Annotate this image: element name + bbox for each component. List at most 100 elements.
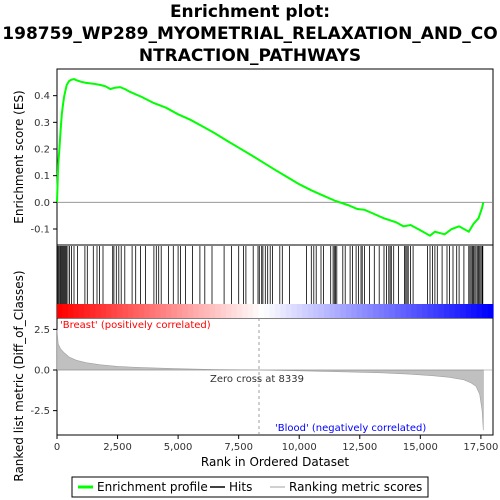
rank-strip-segment — [176, 304, 183, 318]
es-y-tick-label: 0.0 — [34, 198, 50, 209]
rank-strip-segment — [62, 304, 69, 318]
rank-strip-segment — [394, 304, 401, 318]
es-y-tick-label: 0.3 — [34, 118, 50, 129]
rank-strip-segment — [57, 304, 63, 318]
positive-class-label: 'Breast' (positively correlated) — [60, 320, 211, 331]
rank-strip-segment — [225, 304, 232, 318]
x-tick-label: 10,000 — [282, 442, 317, 453]
rank-strip-segment — [422, 304, 429, 318]
negative-class-label: 'Blood' (negatively correlated) — [275, 423, 426, 434]
legend-hits-label: Hits — [229, 480, 252, 494]
rank-strip-segment — [171, 304, 178, 318]
rank-strip-segment — [438, 304, 445, 318]
x-axis-label: Rank in Ordered Dataset — [201, 455, 349, 469]
rank-strip-segment — [215, 304, 222, 318]
rank-strip-segment — [487, 304, 494, 318]
rank-strip-segment — [106, 304, 112, 318]
es-panel-frame — [56, 68, 494, 246]
rank-strip-segment — [149, 304, 156, 318]
rank-strip-segment — [253, 304, 260, 318]
rank-strip-segment — [324, 304, 331, 318]
x-tick-label: 17,500 — [463, 442, 498, 453]
rank-strip-segment — [78, 304, 85, 318]
rank-strip-segment — [204, 304, 211, 318]
rank-strip-segment — [427, 304, 434, 318]
rank-strip-segment — [220, 304, 227, 318]
rank-strip-segment — [471, 304, 478, 318]
rank-strip-segment — [231, 304, 238, 318]
rank-strip-segment — [433, 304, 440, 318]
rank-strip-segment — [89, 304, 96, 318]
es-y-tick-label: -0.1 — [30, 225, 50, 236]
rank-strip-segment — [345, 304, 352, 318]
es-y-axis-label: Enrichment score (ES) — [12, 90, 26, 223]
rank-strip-segment — [340, 304, 347, 318]
rank-strip-segment — [247, 304, 254, 318]
rank-strip-segment — [160, 304, 167, 318]
rank-strip-segment — [384, 304, 390, 318]
rank-strip-segment — [454, 304, 461, 318]
rank-strip-segment — [400, 304, 407, 318]
rank-strip-segment — [291, 304, 298, 318]
rank-color-strip — [57, 304, 494, 318]
metric-area — [56, 329, 484, 431]
rank-strip-segment — [329, 304, 336, 318]
rank-strip-segment — [111, 304, 118, 318]
rank-strip-segment — [307, 304, 314, 318]
rank-strip-segment — [476, 304, 483, 318]
es-y-tick-label: 0.1 — [34, 171, 50, 182]
rank-strip-segment — [155, 304, 162, 318]
metric-y-tick-label: 2.5 — [34, 325, 50, 336]
x-tick-label: 15,000 — [403, 442, 438, 453]
rank-strip-segment — [411, 304, 418, 318]
rank-strip-segment — [144, 304, 151, 318]
es-y-tick-label: 0.2 — [34, 145, 50, 156]
rank-strip-segment — [449, 304, 456, 318]
rank-strip-segment — [127, 304, 134, 318]
legend-es-label: Enrichment profile — [97, 480, 208, 494]
x-tick-label: 12,500 — [342, 442, 377, 453]
rank-strip-segment — [373, 304, 380, 318]
rank-strip-segment — [138, 304, 145, 318]
rank-strip-segment — [95, 304, 102, 318]
chart-title-line-1: Enrichment plot: — [170, 2, 330, 22]
rank-strip-segment — [209, 304, 216, 318]
rank-strip-segment — [302, 304, 309, 318]
rank-strip-segment — [100, 304, 107, 318]
rank-strip-segment — [296, 304, 303, 318]
chart-title-line-2: 198759_WP289_MYOMETRIAL_RELAXATION_AND_C… — [2, 24, 497, 44]
legend-box — [71, 476, 429, 498]
rank-strip-segment — [285, 304, 292, 318]
rank-strip-segment — [313, 304, 320, 318]
x-tick-label: 7,500 — [224, 442, 253, 453]
rank-strip-segment — [269, 304, 276, 318]
rank-strip-segment — [236, 304, 243, 318]
es-y-tick-label: 0.4 — [34, 91, 50, 102]
axes-ticks-layer: 0.4 0.3 0.2 0.1 0.0 -0.1 2.5 0.0 -2.5 0 2,500 5,000… — [30, 91, 498, 453]
rank-strip-segment — [73, 304, 80, 318]
hit-markers — [57, 246, 484, 304]
rank-strip-segment — [351, 304, 358, 318]
rank-strip-segment — [117, 304, 123, 318]
rank-strip-segment — [465, 304, 472, 318]
rank-strip-segment — [482, 304, 489, 318]
rank-strip-segment — [356, 304, 363, 318]
es-curve-layer — [56, 78, 485, 237]
rank-strip-segment — [84, 304, 91, 318]
legend-metric-label: Ranking metric scores — [289, 480, 422, 494]
rank-strip-segment — [318, 304, 325, 318]
rank-strip-segment — [443, 304, 450, 318]
rank-strip-segment — [182, 304, 189, 318]
rank-strip-segment — [378, 304, 385, 318]
metric-panel-frame — [56, 317, 494, 436]
es-curve-line — [56, 78, 485, 237]
rank-strip-segment — [264, 304, 271, 318]
rank-strip-segment — [416, 304, 423, 318]
rank-strip-segment — [389, 304, 396, 318]
rank-strip-segment — [405, 304, 412, 318]
chart-title-line-3: NTRACTION_PATHWAYS — [139, 46, 361, 66]
rank-strip-segment — [280, 304, 287, 318]
rank-strip-segment — [242, 304, 249, 318]
metric-y-tick-label: -2.5 — [30, 406, 50, 417]
